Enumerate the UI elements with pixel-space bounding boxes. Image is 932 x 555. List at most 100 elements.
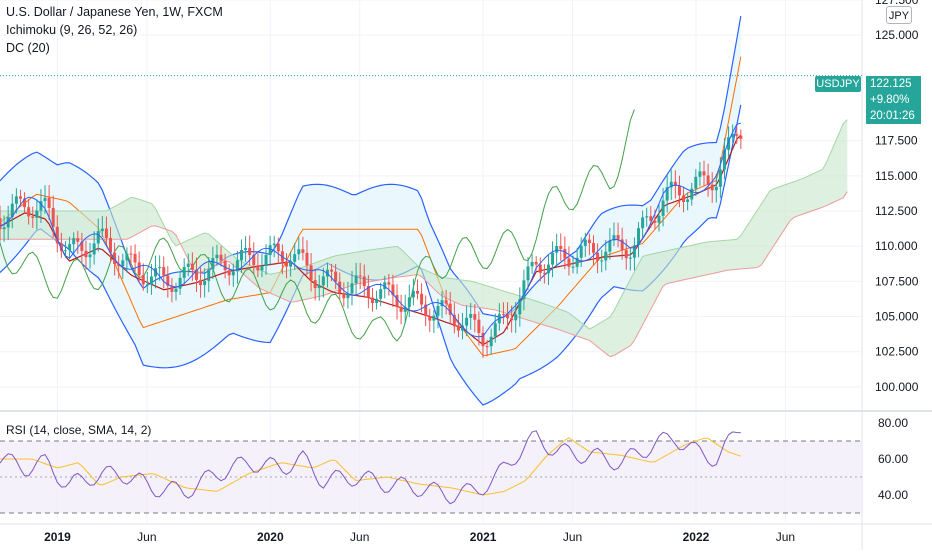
candle-body [501,314,505,316]
candle-body [235,260,239,272]
candle-body [133,253,137,263]
candle-body [239,250,243,261]
candle-body [35,210,39,218]
currency-button[interactable]: JPY [886,6,912,24]
candle-body [415,290,419,294]
candle-body [2,227,6,230]
time-tick-label: Jun [563,530,582,544]
candle-body [43,197,47,202]
candle-body [563,248,567,259]
candle-body [604,251,608,261]
candle-body [289,261,293,267]
candle-body [174,288,178,292]
candle-body [149,276,153,285]
candle-body [677,185,681,196]
indicator-dc-legend[interactable]: DC (20) [6,40,50,56]
candle-body [260,266,264,271]
candle-body [145,284,149,286]
chart-title: U.S. Dollar / Japanese Yen, 1W, FXCM [6,5,223,19]
candle-body [534,261,538,265]
candle-body [620,239,624,250]
candle-body [649,216,653,221]
ichimoku-base-line [0,134,742,346]
candle-body [264,254,268,267]
rsi-ma-line [0,437,741,496]
candle-body [387,282,391,285]
candle-body [727,137,731,150]
candle-body [657,215,661,223]
candle-body [722,149,726,170]
candle-body [154,268,158,277]
indicator-ichimoku-legend[interactable]: Ichimoku (9, 26, 52, 26) [6,22,137,38]
candle-body [276,243,280,252]
candle-body [690,188,694,200]
candle-body [452,314,456,327]
candle-body [575,257,579,267]
candle-body [158,267,162,269]
candle-body [694,176,698,189]
candle-body [461,325,465,331]
candle-body [178,277,182,289]
candle-body [330,269,334,272]
candle-body [583,239,587,246]
candle-body [456,326,460,331]
time-tick-label: Jun [776,530,795,544]
kumo-span-b [0,191,848,358]
candle-body [80,241,84,251]
last-price: 122.125 [870,78,912,90]
candle-body [669,181,673,188]
last-price-box: 122.125 +9.80% 20:01:26 [866,76,921,124]
candle-body [383,282,387,290]
candle-body [542,272,546,274]
price-tick-label: 100.000 [875,380,919,394]
candle-body [546,264,550,274]
candle-body [68,244,72,251]
candle-body [596,252,600,261]
rsi-line [0,430,741,505]
candle-body [203,280,207,286]
candle-body [84,250,88,258]
rsi-tick-label: 80.00 [878,416,908,430]
ichimoku-label: Ichimoku (9, 26, 52, 26) [6,23,138,37]
rsi-tick-label: 40.00 [878,488,908,502]
candle-body [272,243,276,246]
candle-body [0,218,2,230]
price-tick-label: 117.500 [875,134,918,148]
time-tick-label: 2019 [44,530,71,544]
candle-body [403,307,407,312]
dc-upper-band [0,15,742,318]
rsi-legend[interactable]: RSI (14, close, SMA, 14, 2) [6,423,151,437]
candle-body [190,263,194,270]
candle-body [199,279,203,286]
candle-body [420,293,424,305]
candle-body [731,134,735,138]
candle-body [137,262,141,276]
candle-body [76,238,80,242]
candle-body [489,336,493,347]
candle-body [182,266,186,278]
price-tick-label: 105.000 [875,310,919,324]
candle-body [10,203,14,217]
price-tick-label: 125.000 [875,28,919,42]
candle-body [665,187,669,201]
candle-body [96,231,100,244]
time-tick-label: 2022 [683,530,710,544]
candle-body [641,217,645,229]
candle-body [14,196,18,204]
price-tick-label: 115.000 [875,169,918,183]
candle-body [244,247,248,251]
price-tick-label: 107.500 [875,274,919,288]
candle-body [211,258,215,270]
candle-body [88,254,92,258]
candle-body [518,299,522,315]
candle-body [379,289,383,299]
candle-body [51,207,55,227]
candle-body [718,169,722,187]
price-tick-label: 127.500 [875,0,919,7]
candle-body [506,314,510,319]
candle-body [661,200,665,216]
candle-body [256,265,260,271]
candle-body [305,252,309,266]
